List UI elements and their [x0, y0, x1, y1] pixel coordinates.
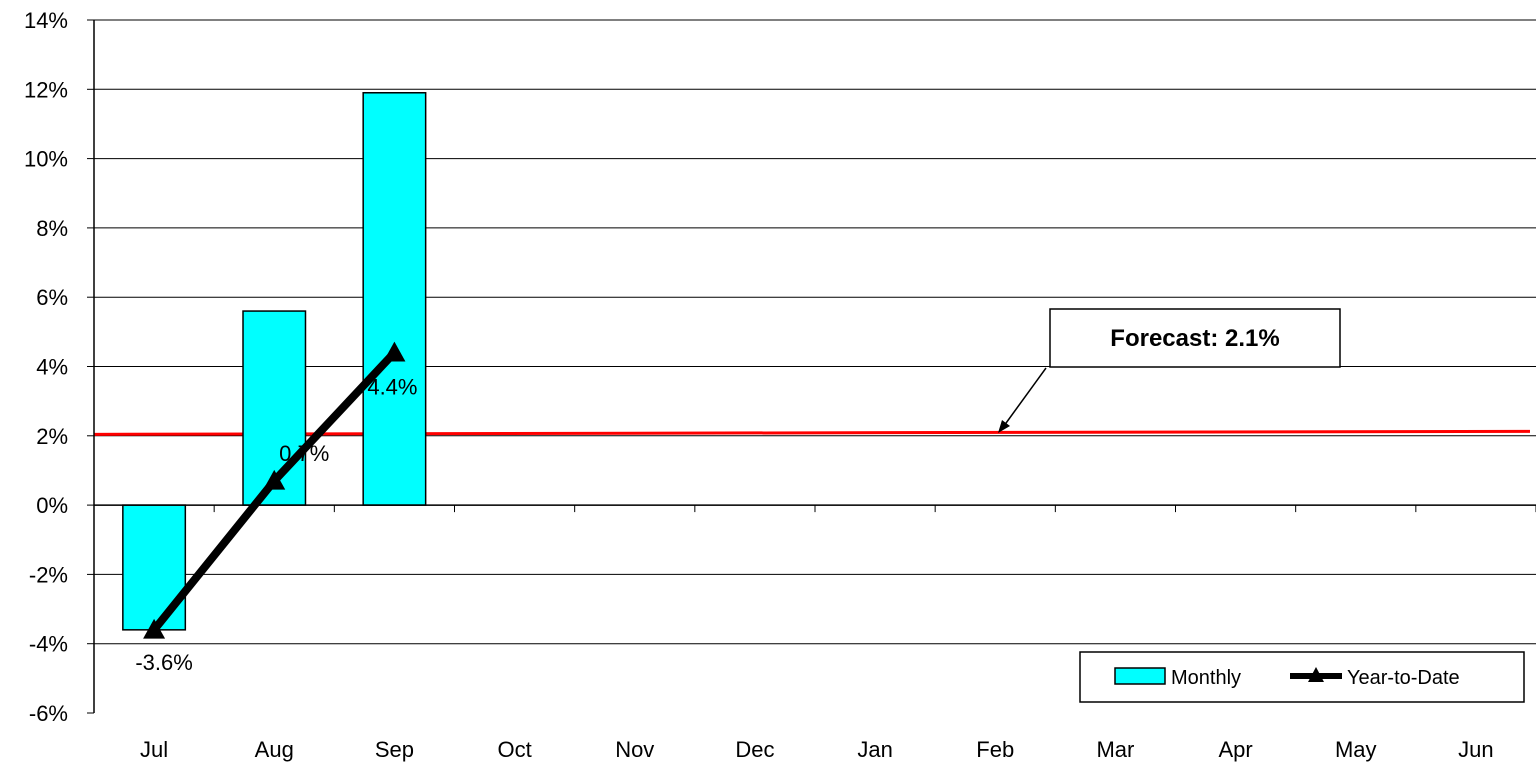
data-labels: -3.6% 0.7% 4.4% [135, 375, 417, 675]
y-tick-label: 12% [24, 77, 68, 102]
x-tick-label-sep: Sep [375, 737, 414, 762]
forecast-arrow-line [1000, 367, 1047, 431]
forecast-annotation: Forecast: 2.1% [998, 308, 1341, 433]
y-tick-label: 14% [24, 8, 68, 33]
y-tick-label: 8% [36, 216, 68, 241]
x-tick-label-jun: Jun [1458, 737, 1493, 762]
forecast-box [1049, 308, 1341, 368]
ytd-marker-sep [383, 341, 406, 362]
ytd-line [143, 341, 406, 639]
x-tick-label-may: May [1335, 737, 1377, 762]
forecast-arrow-head [998, 420, 1010, 433]
y-tick-label: -2% [29, 562, 68, 587]
y-tick-label: 6% [36, 285, 68, 310]
ytd-marker-jul [143, 618, 166, 639]
y-tick-label: 0% [36, 493, 68, 518]
x-tick-label-jan: Jan [857, 737, 892, 762]
x-tick-label-oct: Oct [497, 737, 531, 762]
y-tick-label: 10% [24, 147, 68, 172]
forecast-reference [93, 429, 1531, 436]
x-tick-label-dec: Dec [735, 737, 774, 762]
x-tick-label-nov: Nov [615, 737, 654, 762]
x-tick-label-aug: Aug [255, 737, 294, 762]
legend-swatch-ytd-marker [1308, 667, 1324, 682]
x-tick-label-apr: Apr [1218, 737, 1252, 762]
legend-swatch-monthly [1114, 667, 1166, 685]
y-tick-label: -4% [29, 632, 68, 657]
y-tick-label: 4% [36, 355, 68, 380]
y-tick-label: 2% [36, 424, 68, 449]
axes: -6% -4% -2% 0% 2% 4% 6% 8% 10% 12% 14% Jul Aug Sep Oct… [24, 8, 1536, 762]
legend-label-monthly: Monthly [1171, 667, 1241, 689]
bar-sep [362, 92, 427, 506]
ytd-data-label-aug: 0.7% [279, 441, 329, 466]
ytd-data-label-jul: -3.6% [135, 650, 192, 675]
x-tick-label-jul: Jul [140, 737, 168, 762]
ytd-marker-aug [263, 469, 286, 490]
y-tick-label: -6% [29, 701, 68, 726]
ytd-data-label-sep: 4.4% [367, 375, 417, 400]
forecast-label: Forecast: 2.1% [1110, 325, 1279, 352]
bar-jul [122, 504, 187, 631]
x-tick-label-feb: Feb [976, 737, 1014, 762]
legend-label-ytd: Year-to-Date [1347, 667, 1460, 689]
legend: Monthly Year-to-Date [1079, 651, 1525, 703]
forecast-line [93, 429, 1531, 436]
x-tick-label-mar: Mar [1096, 737, 1134, 762]
